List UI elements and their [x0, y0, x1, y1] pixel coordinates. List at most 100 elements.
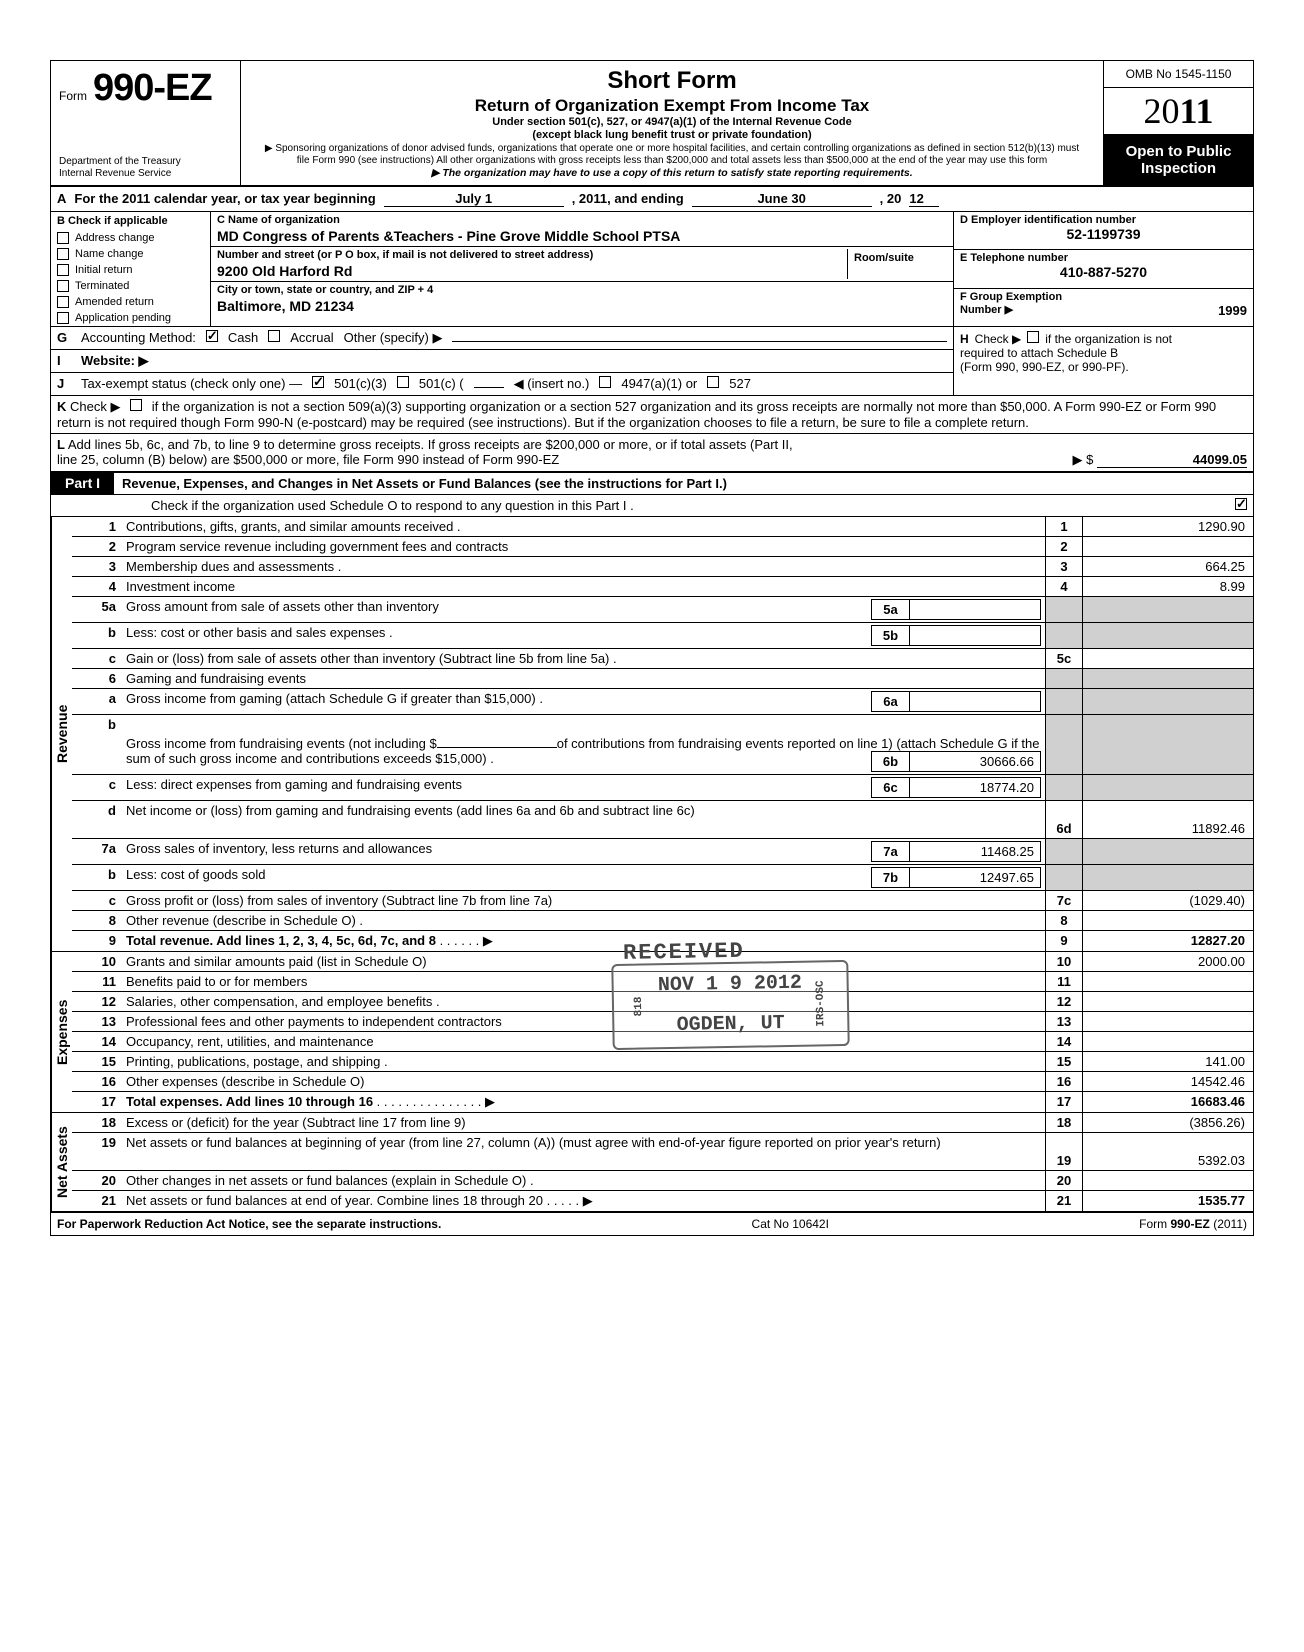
- ein[interactable]: 52-1199739: [960, 226, 1247, 242]
- checkbox-cash[interactable]: [206, 330, 218, 342]
- footer-right: Form 990-EZ (2011): [1139, 1217, 1247, 1231]
- line-i: I Website: ▶: [51, 350, 953, 373]
- right-column: D Employer identification number 52-1199…: [953, 212, 1253, 326]
- checkbox-schedule-o[interactable]: [1235, 498, 1247, 510]
- header-right: OMB No 1545-1150 2011 Open to Public Ins…: [1103, 61, 1253, 185]
- val-14[interactable]: [1083, 1032, 1253, 1051]
- val-17[interactable]: 16683.46: [1083, 1092, 1253, 1112]
- gross-receipts[interactable]: 44099.05: [1097, 452, 1247, 468]
- identity-block: B Check if applicable Address change Nam…: [51, 212, 1253, 327]
- val-10[interactable]: 2000.00: [1083, 952, 1253, 971]
- val-2[interactable]: [1083, 537, 1253, 556]
- form-label: Form: [59, 89, 87, 103]
- val-4[interactable]: 8.99: [1083, 577, 1253, 596]
- checkbox-4947[interactable]: [599, 376, 611, 388]
- checkbox-name-change[interactable]: [57, 248, 69, 260]
- tel[interactable]: 410-887-5270: [960, 264, 1247, 280]
- tax-year: 2011: [1104, 88, 1253, 135]
- expenses-side-label: Expenses: [51, 952, 72, 1112]
- line-g: G Accounting Method: Cash Accrual Other …: [51, 327, 953, 350]
- line-h: H Check ▶ if the organization is not req…: [953, 327, 1253, 395]
- val-19[interactable]: 5392.03: [1083, 1133, 1253, 1170]
- val-21[interactable]: 1535.77: [1083, 1191, 1253, 1211]
- city-label: City or town, state or country, and ZIP …: [217, 284, 947, 296]
- name-column: C Name of organization MD Congress of Pa…: [211, 212, 953, 326]
- part-1-header: Part I Revenue, Expenses, and Changes in…: [51, 472, 1253, 495]
- val-6a[interactable]: [910, 692, 1040, 711]
- period-end-year[interactable]: 12: [909, 191, 939, 207]
- val-7a[interactable]: 11468.25: [910, 842, 1040, 861]
- form-number: 990-EZ: [93, 67, 212, 110]
- val-18[interactable]: (3856.26): [1083, 1113, 1253, 1132]
- other-method[interactable]: [452, 341, 947, 342]
- check-b-column: B Check if applicable Address change Nam…: [51, 212, 211, 326]
- grp-number[interactable]: 1999: [1218, 303, 1247, 318]
- checkbox-accrual[interactable]: [268, 330, 280, 342]
- checkbox-amended[interactable]: [57, 296, 69, 308]
- val-6d[interactable]: 11892.46: [1083, 801, 1253, 838]
- val-7c[interactable]: (1029.40): [1083, 891, 1253, 910]
- dept-irs: Internal Revenue Service: [59, 168, 232, 180]
- room-label: Room/suite: [854, 252, 914, 264]
- tel-label: E Telephone number: [960, 252, 1247, 264]
- period-begin[interactable]: July 1: [384, 191, 564, 207]
- period-end[interactable]: June 30: [692, 191, 872, 207]
- footer-cat: Cat No 10642I: [752, 1217, 829, 1231]
- checkbox-k[interactable]: [130, 399, 142, 411]
- omb-number: OMB No 1545-1150: [1104, 61, 1253, 88]
- val-1[interactable]: 1290.90: [1083, 517, 1253, 536]
- line-k: K Check ▶ if the organization is not a s…: [51, 396, 1253, 434]
- val-15[interactable]: 141.00: [1083, 1052, 1253, 1071]
- header-subtitle: Return of Organization Exempt From Incom…: [261, 96, 1083, 116]
- dept-treasury: Department of the Treasury: [59, 156, 232, 168]
- val-3[interactable]: 664.25: [1083, 557, 1253, 576]
- val-6c[interactable]: 18774.20: [910, 778, 1040, 797]
- checkbox-terminated[interactable]: [57, 280, 69, 292]
- val-8[interactable]: [1083, 911, 1253, 930]
- revenue-section: Revenue 1Contributions, gifts, grants, a…: [51, 517, 1253, 952]
- check-b-header: B Check if applicable: [51, 212, 210, 230]
- checkbox-527[interactable]: [707, 376, 719, 388]
- header-under: Under section 501(c), 527, or 4947(a)(1)…: [261, 116, 1083, 129]
- val-20[interactable]: [1083, 1171, 1253, 1190]
- footer-left: For Paperwork Reduction Act Notice, see …: [57, 1217, 441, 1231]
- net-assets-side-label: Net Assets: [51, 1113, 72, 1211]
- val-6b[interactable]: 30666.66: [910, 752, 1040, 771]
- checkbox-501c[interactable]: [397, 376, 409, 388]
- street-label: Number and street (or P O box, if mail i…: [217, 249, 847, 261]
- org-name-label: C Name of organization: [217, 214, 947, 226]
- header-copy: ▶ The organization may have to use a cop…: [261, 167, 1083, 180]
- val-9[interactable]: 12827.20: [1083, 931, 1253, 951]
- header-mid: Short Form Return of Organization Exempt…: [241, 61, 1103, 185]
- val-11[interactable]: [1083, 972, 1253, 991]
- val-12[interactable]: [1083, 992, 1253, 1011]
- expenses-section: Expenses RECEIVED 818 NOV 1 9 2012 OGDEN…: [51, 952, 1253, 1113]
- header-left: Form 990-EZ Department of the Treasury I…: [51, 61, 241, 185]
- header-row: Form 990-EZ Department of the Treasury I…: [51, 61, 1253, 187]
- checkbox-initial-return[interactable]: [57, 264, 69, 276]
- val-5b[interactable]: [910, 626, 1040, 645]
- revenue-side-label: Revenue: [51, 517, 72, 951]
- val-16[interactable]: 14542.46: [1083, 1072, 1253, 1091]
- net-assets-section: Net Assets 18Excess or (deficit) for the…: [51, 1113, 1253, 1213]
- val-7b[interactable]: 12497.65: [910, 868, 1040, 887]
- checkbox-application-pending[interactable]: [57, 312, 69, 324]
- row-a: A For the 2011 calendar year, or tax yea…: [51, 187, 1253, 212]
- val-5c[interactable]: [1083, 649, 1253, 668]
- checkbox-501c3[interactable]: [312, 376, 324, 388]
- checkbox-schedule-b[interactable]: [1027, 331, 1039, 343]
- header-except: (except black lung benefit trust or priv…: [261, 129, 1083, 142]
- val-13[interactable]: [1083, 1012, 1253, 1031]
- checkbox-address-change[interactable]: [57, 232, 69, 244]
- grp-label: F Group Exemption: [960, 291, 1247, 303]
- header-sponsor: ▶ Sponsoring organizations of donor advi…: [261, 143, 1083, 167]
- street[interactable]: 9200 Old Harford Rd: [217, 263, 847, 279]
- form-990ez: Form 990-EZ Department of the Treasury I…: [50, 60, 1254, 1236]
- header-title: Short Form: [261, 67, 1083, 96]
- org-name[interactable]: MD Congress of Parents &Teachers - Pine …: [217, 228, 947, 244]
- city[interactable]: Baltimore, MD 21234: [217, 298, 947, 314]
- open-to-public: Open to Public Inspection: [1104, 135, 1253, 185]
- part-1-check: Check if the organization used Schedule …: [51, 495, 1253, 517]
- val-5a[interactable]: [910, 600, 1040, 619]
- footer: For Paperwork Reduction Act Notice, see …: [51, 1213, 1253, 1235]
